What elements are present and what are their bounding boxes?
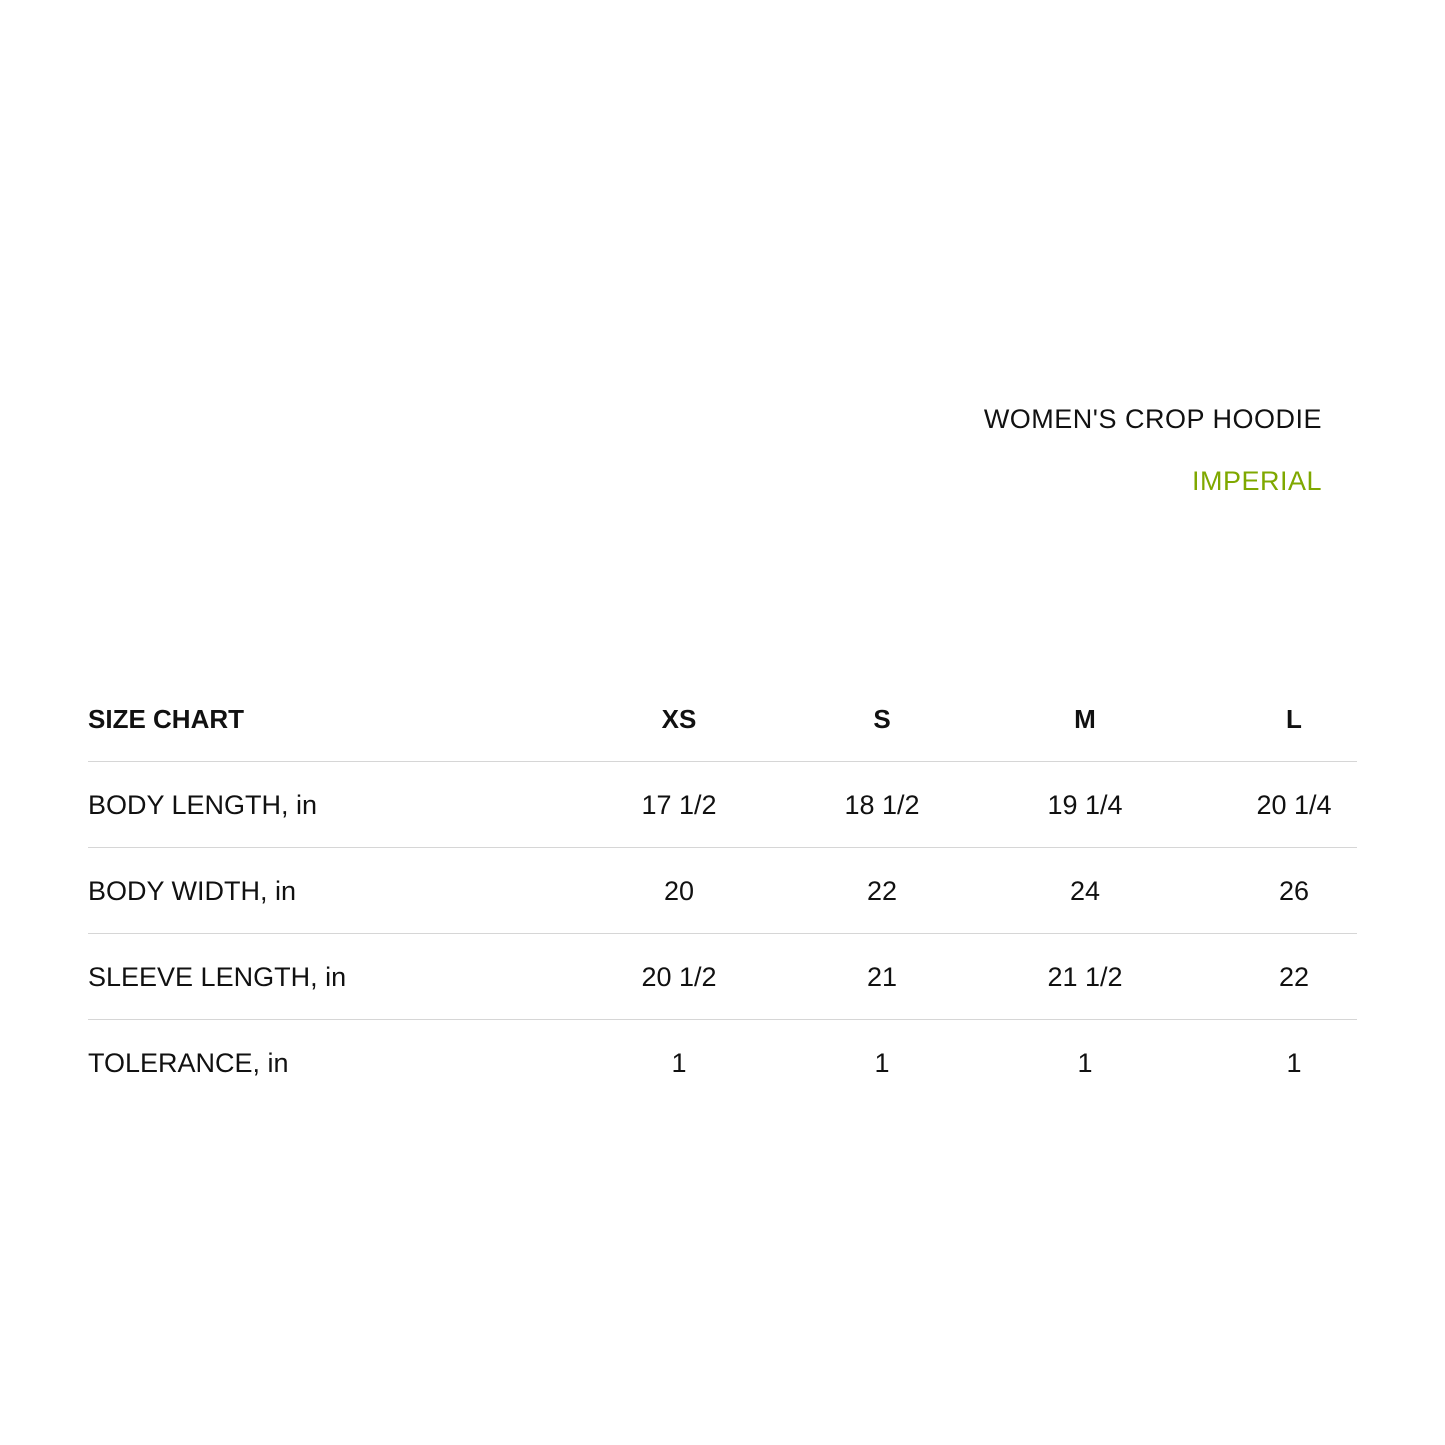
- row-label: SLEEVE LENGTH, in: [88, 962, 347, 992]
- table-cell: 26: [1278, 876, 1310, 906]
- product-title: WOMEN'S CROP HOODIE: [983, 404, 1322, 434]
- table-cell: 22: [1278, 962, 1310, 992]
- size-chart-table: SIZE CHART XS S M L BODY LENGTH, in 17 1…: [88, 676, 1357, 1105]
- table-cell: 18 1/2: [844, 790, 920, 820]
- size-header-l: L: [1286, 704, 1302, 734]
- table-cell: 1: [1077, 1048, 1093, 1078]
- table-cell: 1: [1286, 1048, 1302, 1078]
- size-header-s: S: [873, 704, 891, 734]
- table-row: BODY LENGTH, in 17 1/2 18 1/2 19 1/4 20 …: [88, 762, 1357, 848]
- table-cell: 17 1/2: [641, 790, 717, 820]
- table-cell: 24: [1069, 876, 1101, 906]
- table-cell: 19 1/4: [1047, 790, 1123, 820]
- row-label: TOLERANCE, in: [88, 1048, 289, 1078]
- row-label: BODY LENGTH, in: [88, 790, 318, 820]
- size-header-xs: XS: [661, 704, 697, 734]
- table-cell: 1: [671, 1048, 687, 1078]
- table-header-row: SIZE CHART XS S M L: [88, 676, 1357, 762]
- unit-system-label: IMPERIAL: [1191, 466, 1322, 496]
- table-cell: 1: [874, 1048, 890, 1078]
- table-row: TOLERANCE, in 1 1 1 1: [88, 1020, 1357, 1105]
- table-cell: 20: [663, 876, 695, 906]
- size-chart-heading: SIZE CHART: [88, 704, 244, 734]
- table-row: BODY WIDTH, in 20 22 24 26: [88, 848, 1357, 934]
- table-cell: 20 1/2: [641, 962, 717, 992]
- table-cell: 21 1/2: [1047, 962, 1123, 992]
- table-cell: 22: [866, 876, 898, 906]
- table-cell: 20 1/4: [1256, 790, 1332, 820]
- table-cell: 21: [866, 962, 898, 992]
- table-row: SLEEVE LENGTH, in 20 1/2 21 21 1/2 22: [88, 934, 1357, 1020]
- size-header-m: M: [1074, 704, 1096, 734]
- row-label: BODY WIDTH, in: [88, 876, 297, 906]
